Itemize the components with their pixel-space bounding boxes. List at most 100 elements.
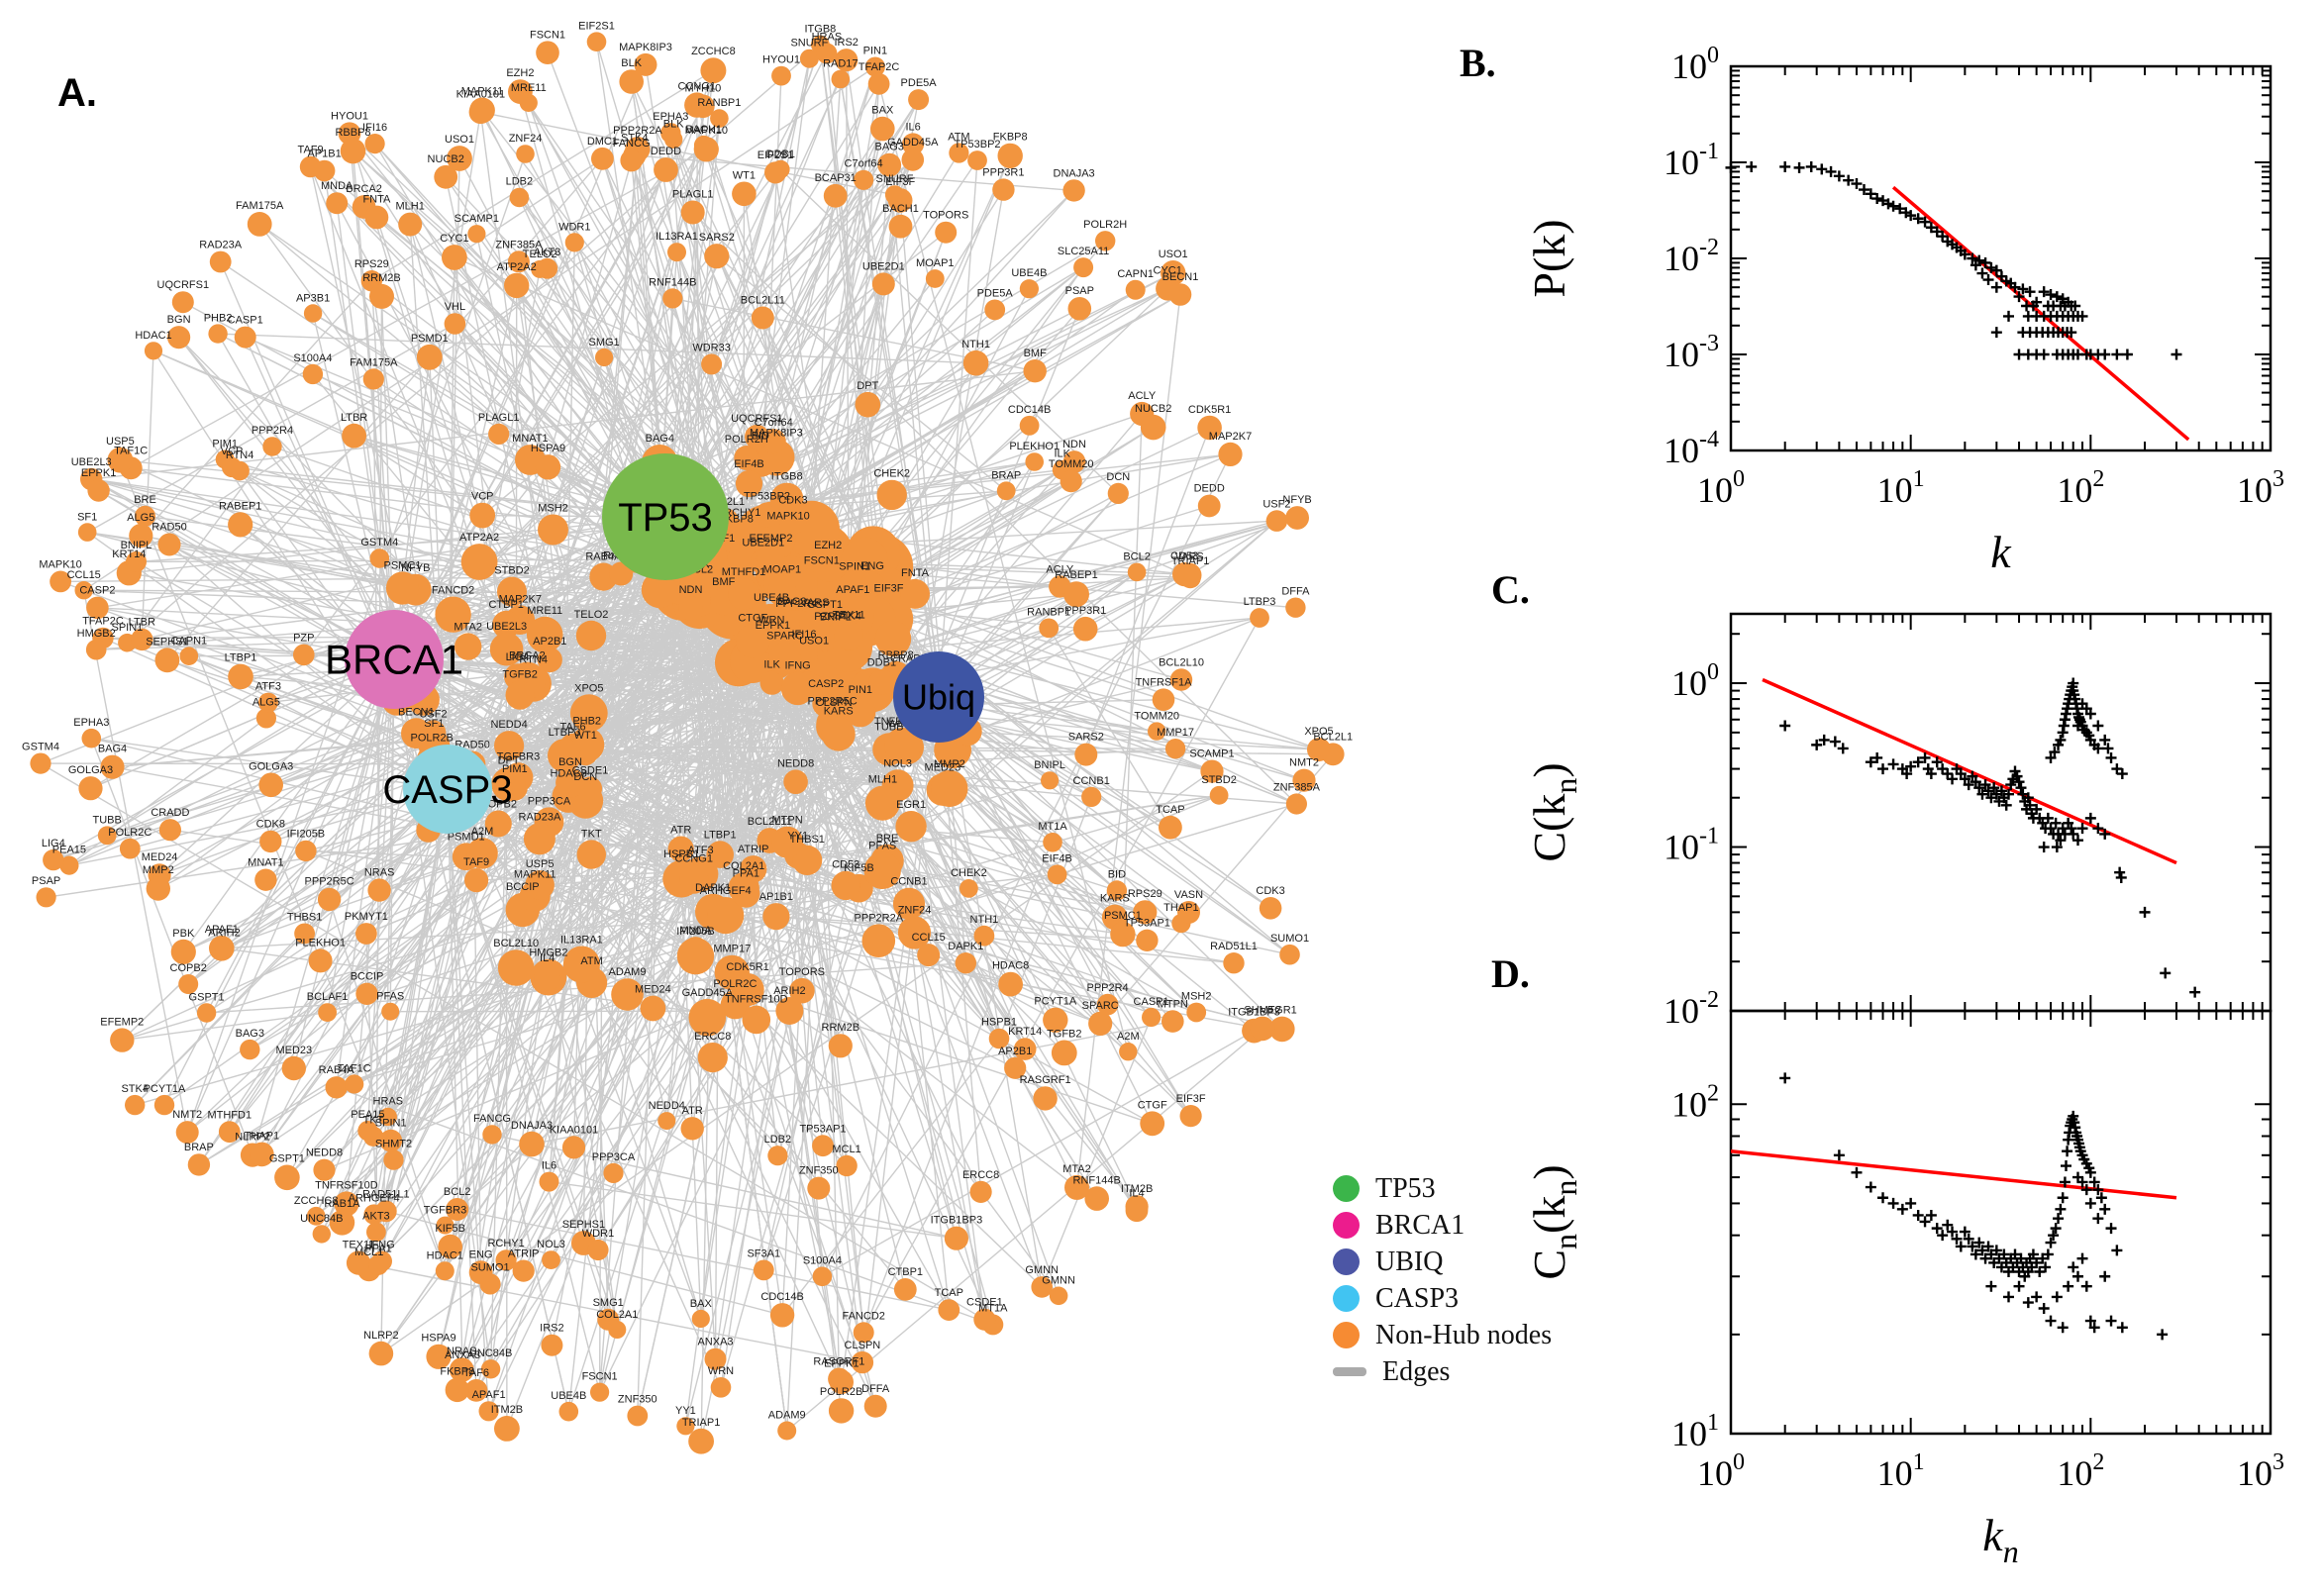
gene-label: BCL2 <box>444 1186 471 1198</box>
network-node <box>107 447 134 473</box>
network-node <box>1039 618 1060 639</box>
network-node <box>512 1259 535 1282</box>
gene-label: KARS <box>1100 893 1130 905</box>
gene-label: RAD50 <box>152 522 186 534</box>
gene-label: GADD45A <box>682 987 734 999</box>
gene-label: BACH1 <box>882 203 919 215</box>
gene-label: ZNF385A <box>1273 781 1321 793</box>
network-node <box>460 544 498 580</box>
network-node <box>509 187 530 208</box>
fit-line <box>1762 677 2177 865</box>
gene-label: CDK5R1 <box>1188 404 1231 416</box>
gene-label: ANXA3 <box>445 1349 480 1361</box>
gene-label: FSCN1 <box>804 555 840 567</box>
network-node <box>868 668 895 695</box>
network-node <box>1062 179 1085 202</box>
gene-label: SPIN1 <box>112 622 144 634</box>
gene-label: PSMD1 <box>411 333 449 345</box>
network-node <box>756 544 786 574</box>
network-node <box>87 479 110 502</box>
gene-label: IRS2 <box>834 37 858 49</box>
gene-label: WDR1 <box>558 221 590 233</box>
network-node <box>688 1428 714 1454</box>
network-node <box>548 739 581 773</box>
gene-label: TCAP <box>935 1287 963 1299</box>
network-node <box>867 72 890 95</box>
gene-label: ATM <box>580 955 602 967</box>
network-node <box>478 1401 499 1422</box>
network-node <box>538 514 568 546</box>
network-node <box>935 221 958 244</box>
gene-label: AP3B1 <box>296 292 330 304</box>
network-node <box>345 1074 364 1094</box>
gene-label: ATRIP <box>738 844 769 855</box>
network-node <box>446 1198 469 1221</box>
gene-label: AP2B1 <box>533 636 566 648</box>
gene-label: C7orf64 <box>845 158 883 170</box>
network-node <box>691 1309 710 1329</box>
network-node <box>1307 738 1331 762</box>
network-node <box>302 363 324 385</box>
network-node <box>735 469 763 498</box>
network-node <box>119 838 141 859</box>
gene-label: SARS2 <box>1068 732 1104 744</box>
network-node <box>294 923 315 945</box>
gene-label: THAP1 <box>245 1131 279 1143</box>
network-node <box>364 205 389 230</box>
gene-label: SARS2 <box>699 232 735 244</box>
network-node <box>366 1222 386 1243</box>
gene-label: PPP2R4 <box>1086 982 1128 994</box>
gene-label: DCN <box>1106 471 1130 483</box>
network-node <box>706 841 734 868</box>
gene-label: TEX11 <box>343 1240 375 1251</box>
gene-label: DCN <box>573 771 597 783</box>
gene-label: CYC1 <box>1154 264 1182 276</box>
gene-label: WT1 <box>574 730 597 742</box>
gene-label: MED23 <box>925 761 961 773</box>
network-node <box>861 924 896 957</box>
gene-label: PLEKHO1 <box>1009 441 1060 452</box>
gene-label: GSPT1 <box>269 1153 305 1165</box>
gene-label: DNAJA3 <box>1054 167 1095 179</box>
gene-label: PPP2R5C <box>808 696 858 708</box>
network-node <box>1084 1186 1109 1211</box>
gene-label: LTBR <box>129 617 155 629</box>
network-node <box>925 269 945 288</box>
gene-label: NOL3 <box>537 1239 565 1250</box>
gene-label: ATM <box>948 131 969 143</box>
network-node <box>175 1121 199 1145</box>
gene-label: DPT <box>857 380 878 392</box>
legend-item-casp3: CASP3 <box>1333 1280 1552 1317</box>
network-node <box>1041 771 1060 790</box>
gene-label: PZP <box>293 633 314 645</box>
gene-label: HMGB2 <box>529 948 567 959</box>
network-node <box>1292 768 1316 792</box>
hub-label-brca1: BRCA1 <box>325 637 463 683</box>
gene-label: MNAT1 <box>248 857 283 869</box>
network-node-labels: MAPK10EPPK1USO1GSPT1UBE4BBAG3SPIN1PPP2R4… <box>22 21 1353 1429</box>
network-node <box>667 836 694 862</box>
gene-label: TELO2 <box>574 609 609 621</box>
gene-label: BAG4 <box>646 433 674 445</box>
gene-label: EPPK1 <box>81 467 116 479</box>
network-node <box>369 549 390 568</box>
network-node <box>534 964 561 991</box>
fit-line <box>1730 1148 2177 1200</box>
gene-label: IFI16 <box>791 629 816 641</box>
network-node <box>1031 1276 1053 1298</box>
gene-label: CCNB1 <box>1073 775 1110 787</box>
network-node <box>444 313 466 335</box>
network-node <box>1279 944 1300 965</box>
gene-label: TAF9 <box>463 856 489 868</box>
gene-label: UNC84B <box>469 1347 512 1359</box>
network-node <box>1013 1038 1037 1060</box>
gene-label: RRM2B <box>362 272 401 284</box>
gene-label: PDE5A <box>901 77 938 89</box>
gene-label: RAB1A <box>324 1198 360 1210</box>
network-node <box>178 974 199 994</box>
network-node <box>1060 470 1082 493</box>
gene-label: TP53AP1 <box>799 1123 846 1135</box>
network-node <box>611 978 644 1011</box>
network-node <box>996 481 1016 501</box>
gene-label: FANCG <box>613 138 651 150</box>
